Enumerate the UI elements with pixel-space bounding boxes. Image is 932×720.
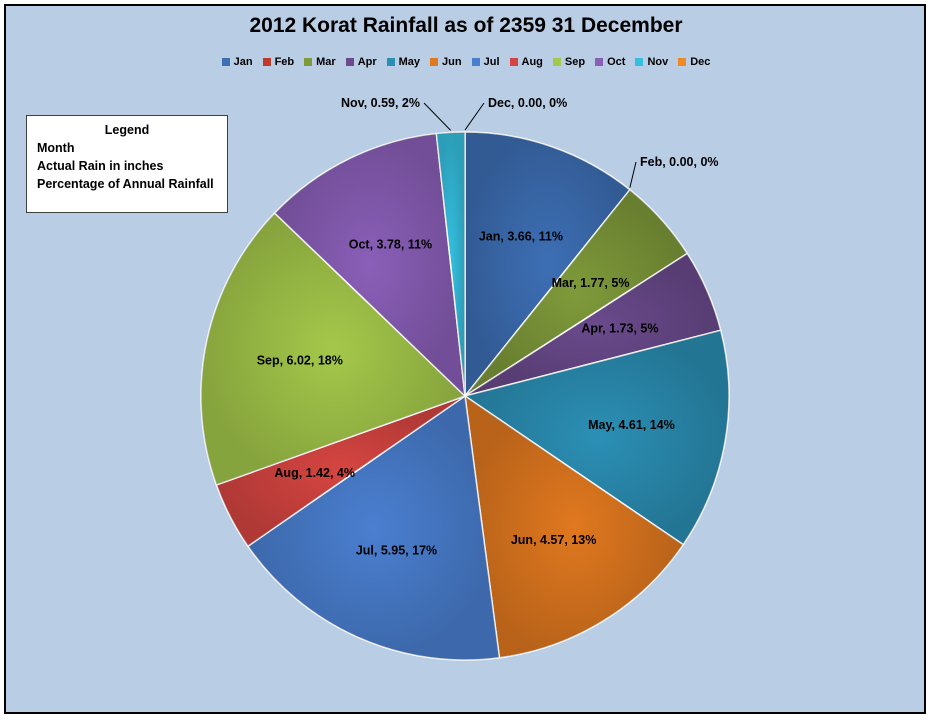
legend-label: Nov (647, 56, 669, 68)
data-label-jan: Jan, 3.66, 11% (479, 230, 563, 244)
leader-line-nov (423, 102, 452, 131)
legend-label: Jun (442, 56, 462, 68)
legend-entry-may: May (386, 56, 421, 68)
data-label-oct: Oct, 3.78, 11% (349, 237, 432, 251)
legend-swatch (430, 58, 439, 66)
legend-entry-jan: Jan (221, 56, 253, 68)
legend-entry-nov: Nov (635, 56, 668, 68)
legend-swatch (471, 58, 480, 66)
legend-swatch (386, 58, 395, 66)
key-line-rain: Actual Rain in inches (37, 159, 164, 173)
data-label-jun: Jun, 4.57, 13% (511, 533, 596, 547)
legend-label: Oct (607, 56, 626, 68)
legend-swatch (635, 58, 644, 66)
label-key-box: Legend Month Actual Rain in inches Perce… (26, 115, 228, 213)
legend-label: Feb (274, 56, 295, 68)
key-line-percent: Percentage of Annual Rainfall (37, 177, 214, 191)
legend-swatch (262, 58, 271, 66)
legend-entry-dec: Dec (678, 56, 710, 68)
series-legend: Jan Feb Mar Apr May Jun Jul Aug Sep Oct Nov Dec (0, 56, 932, 68)
chart-title: 2012 Korat Rainfall as of 2359 31 Decemb… (249, 14, 683, 37)
data-label-dec: Dec, 0.00, 0% (488, 96, 567, 110)
legend-label: Dec (690, 56, 711, 68)
legend-label: Jul (483, 56, 500, 68)
legend-swatch (678, 58, 687, 66)
legend-label: Apr (357, 56, 377, 68)
leader-line-dec (464, 102, 485, 131)
key-box-title: Legend (104, 123, 150, 137)
leader-line-feb (629, 161, 637, 188)
legend-label: May (398, 56, 421, 68)
data-label-mar: Mar, 1.77, 5% (552, 276, 630, 290)
data-label-may: May, 4.61, 14% (588, 418, 675, 432)
legend-swatch (509, 58, 518, 66)
legend-entry-jul: Jul (471, 56, 500, 68)
legend-entry-mar: Mar (304, 56, 336, 68)
data-label-sep: Sep, 6.02, 18% (257, 354, 343, 368)
data-label-aug: Aug, 1.42, 4% (274, 466, 355, 480)
legend-entry-oct: Oct (595, 56, 625, 68)
key-line-month: Month (37, 141, 75, 155)
legend-entry-aug: Aug (509, 56, 543, 68)
legend-swatch (552, 58, 561, 66)
legend-swatch (595, 58, 604, 66)
legend-entry-feb: Feb (262, 56, 295, 68)
legend-label: Sep (564, 56, 586, 68)
legend-label: Aug (521, 56, 543, 68)
legend-label: Mar (316, 56, 336, 68)
legend-swatch (304, 58, 313, 66)
legend-entry-apr: Apr (345, 56, 377, 68)
legend-swatch (221, 58, 230, 66)
data-label-nov: Nov, 0.59, 2% (341, 96, 420, 110)
data-label-feb: Feb, 0.00, 0% (640, 155, 719, 169)
legend-entry-sep: Sep (552, 56, 586, 68)
data-label-apr: Apr, 1.73, 5% (581, 322, 658, 336)
legend-swatch (345, 58, 354, 66)
legend-label: Jan (233, 56, 253, 68)
legend-entry-jun: Jun (430, 56, 462, 68)
data-label-jul: Jul, 5.95, 17% (356, 543, 437, 557)
